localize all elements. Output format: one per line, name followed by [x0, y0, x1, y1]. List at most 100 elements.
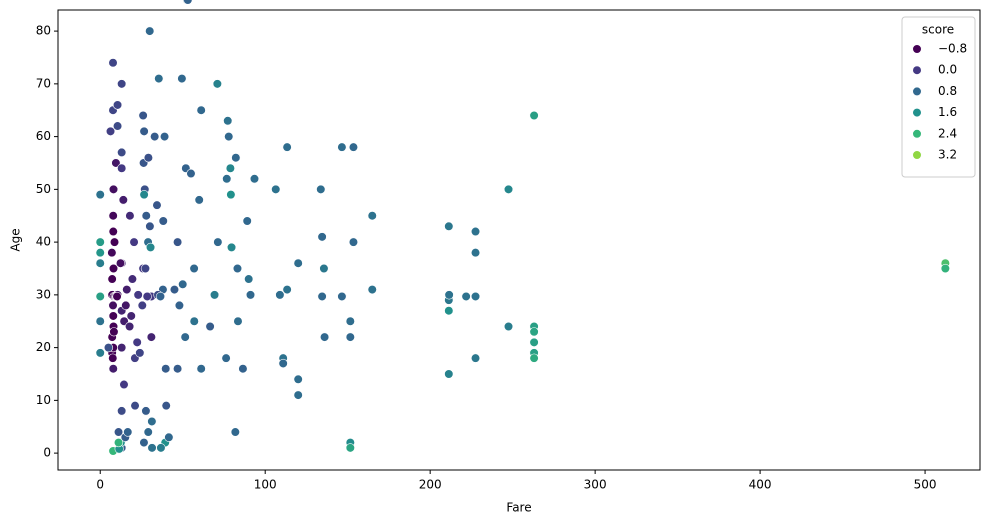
point: [180, 332, 190, 342]
legend-label: 2.4: [938, 126, 957, 140]
point: [317, 232, 327, 242]
point: [123, 427, 133, 437]
point: [159, 132, 170, 142]
point: [139, 437, 149, 448]
point: [282, 284, 292, 295]
point: [940, 263, 950, 274]
point: [103, 343, 114, 353]
point: [108, 311, 118, 321]
point: [115, 258, 126, 268]
legend-marker: [912, 65, 922, 75]
point: [119, 379, 129, 390]
point: [107, 274, 117, 284]
point: [293, 390, 303, 400]
point: [444, 290, 454, 300]
point: [145, 221, 155, 231]
legend-marker: [912, 44, 922, 54]
point: [345, 316, 355, 326]
legend-marker: [912, 107, 922, 118]
legend-label: −0.8: [938, 42, 967, 56]
point: [205, 321, 215, 332]
point: [118, 195, 128, 205]
point: [133, 290, 143, 300]
x-tick-label: 500: [914, 478, 937, 492]
point: [140, 263, 151, 274]
point: [141, 406, 151, 416]
y-tick-label: 10: [36, 393, 51, 407]
point: [173, 237, 183, 247]
point: [226, 242, 237, 252]
point: [112, 121, 123, 131]
point: [126, 311, 136, 321]
point: [444, 306, 454, 316]
x-tick-label: 300: [584, 478, 607, 492]
point: [142, 291, 152, 302]
point: [147, 443, 157, 453]
point: [189, 316, 199, 326]
point: [173, 364, 183, 374]
point: [444, 369, 454, 379]
point: [108, 58, 118, 68]
point: [127, 274, 138, 284]
point: [169, 284, 180, 295]
point: [95, 316, 105, 326]
point: [348, 142, 359, 152]
point: [231, 153, 241, 163]
y-tick-label: 60: [36, 129, 51, 143]
point: [117, 406, 127, 416]
point: [319, 263, 329, 274]
point: [183, 0, 193, 5]
point: [529, 337, 539, 347]
point: [209, 290, 220, 300]
y-tick-label: 20: [36, 340, 51, 354]
point: [121, 300, 131, 311]
point: [223, 116, 233, 126]
point: [367, 284, 377, 295]
point: [108, 211, 118, 221]
point: [177, 73, 187, 84]
y-axis-label: Age: [9, 228, 23, 251]
point: [161, 401, 171, 411]
point: [503, 184, 514, 194]
x-tick-label: 200: [419, 478, 442, 492]
point: [249, 174, 260, 184]
point: [164, 432, 174, 442]
point: [95, 291, 105, 302]
point: [108, 364, 118, 374]
y-tick-label: 70: [36, 76, 51, 90]
point: [95, 237, 105, 247]
point: [138, 110, 148, 121]
point: [174, 300, 185, 311]
point: [145, 26, 155, 36]
legend-marker: [912, 129, 922, 139]
y-tick-label: 40: [36, 235, 51, 249]
point: [278, 358, 288, 369]
legend-label: 3.2: [938, 148, 957, 162]
point: [245, 290, 256, 300]
point: [316, 184, 326, 194]
point: [529, 327, 539, 337]
point: [109, 327, 119, 337]
point: [186, 168, 196, 179]
point: [130, 401, 140, 411]
point: [225, 163, 235, 173]
x-axis-label: Fare: [506, 501, 531, 515]
point: [470, 248, 481, 258]
point: [233, 316, 243, 326]
point: [112, 100, 123, 110]
point: [337, 291, 347, 302]
point: [143, 427, 153, 437]
point: [230, 427, 240, 437]
x-tick-label: 100: [254, 478, 277, 492]
point: [117, 147, 127, 158]
point: [150, 132, 160, 142]
point: [221, 353, 231, 363]
x-tick-label: 400: [749, 478, 772, 492]
point: [141, 211, 151, 221]
point: [503, 321, 514, 332]
point: [146, 332, 156, 342]
plot-frame: [57, 9, 981, 471]
point: [444, 221, 454, 231]
point: [470, 226, 481, 237]
point: [107, 248, 117, 258]
